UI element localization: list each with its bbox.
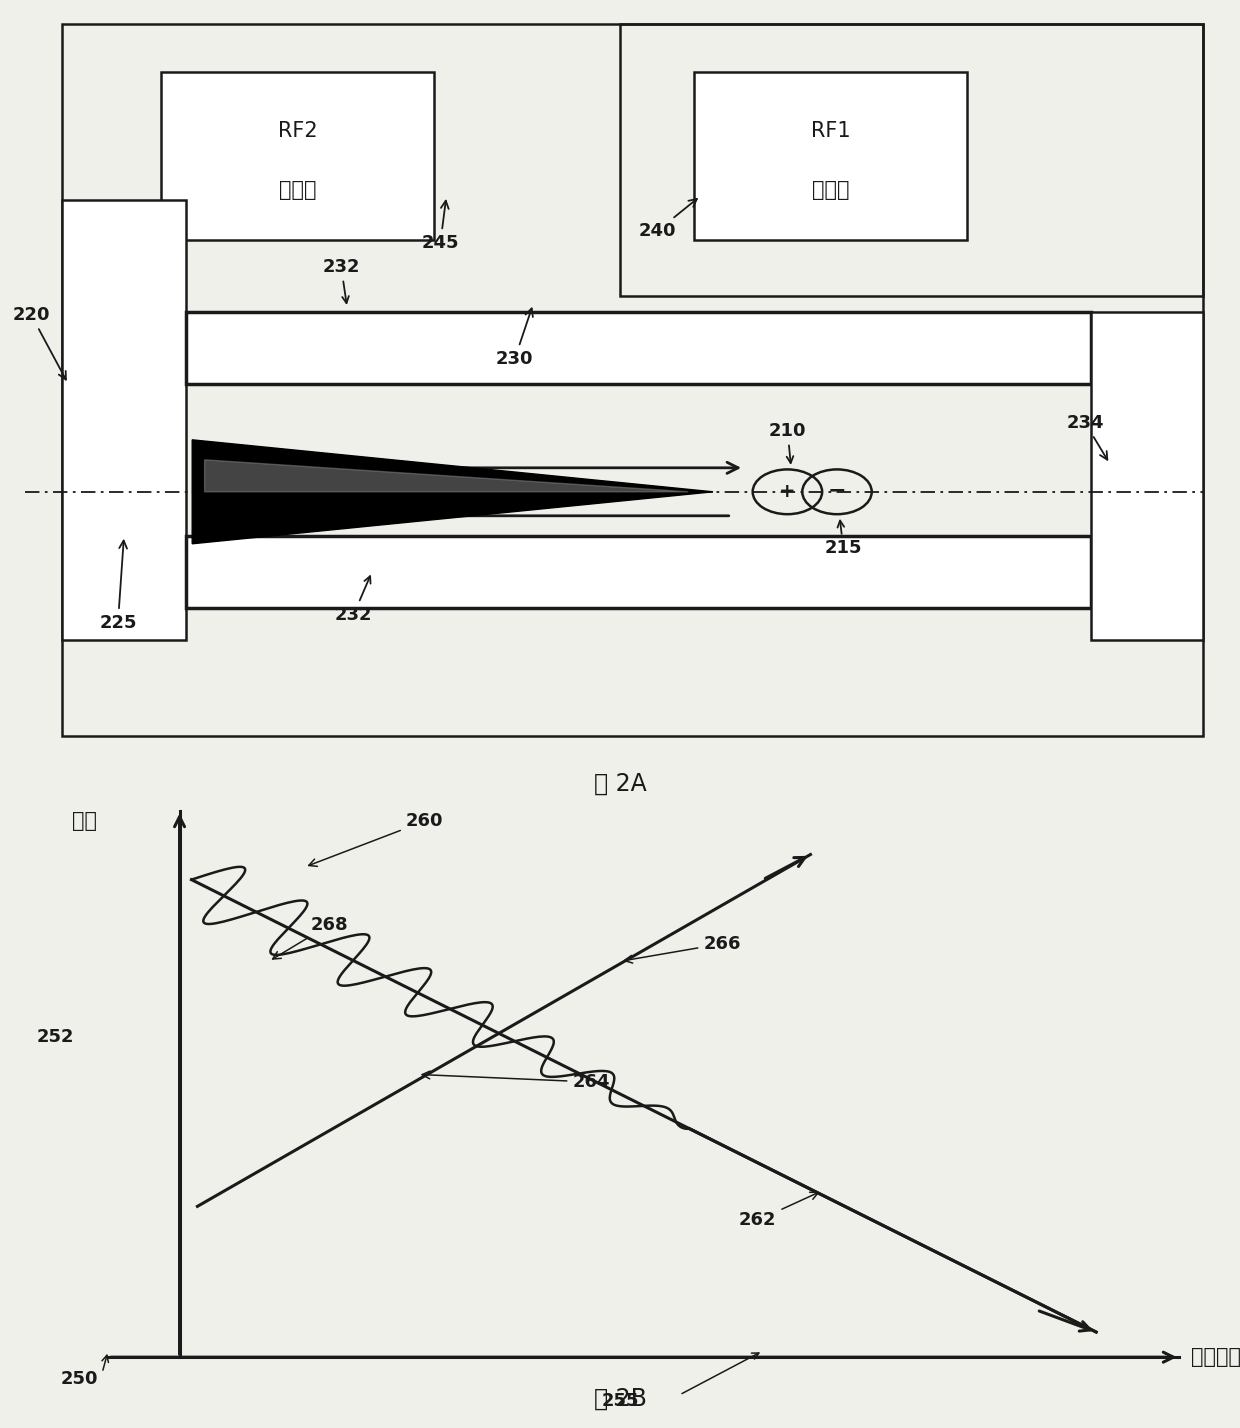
Text: 252: 252 [37,1028,74,1045]
Text: 215: 215 [825,521,862,557]
Text: 264: 264 [422,1071,610,1091]
Text: −: − [827,480,847,500]
Polygon shape [192,440,713,491]
Bar [1091,311,1203,640]
Text: 225: 225 [99,541,136,631]
Text: 260: 260 [309,813,443,867]
Text: 图 2B: 图 2B [594,1387,646,1411]
Text: 245: 245 [422,201,459,251]
Polygon shape [205,460,688,491]
Text: 250: 250 [61,1369,98,1388]
Bar [186,311,1091,384]
Bar [620,24,1203,296]
Text: 232: 232 [322,258,360,303]
Text: 255: 255 [601,1392,639,1411]
Text: 234: 234 [1066,414,1107,460]
Text: 230: 230 [496,308,533,368]
Bar [62,24,1203,735]
Text: 时间: 时间 [72,811,97,831]
Bar [161,71,434,240]
Polygon shape [192,491,713,544]
Text: +: + [779,483,796,501]
Text: 262: 262 [739,1192,818,1230]
Text: 电压源: 电压源 [279,180,316,200]
Bar [62,200,186,640]
Text: 轴向距离: 轴向距离 [1192,1347,1240,1367]
Text: 240: 240 [639,198,697,240]
Text: 图 2A: 图 2A [594,771,646,795]
Text: 266: 266 [625,935,740,962]
Text: RF1: RF1 [811,121,851,141]
Text: 268: 268 [273,915,348,960]
Text: RF2: RF2 [278,121,317,141]
Text: 电压源: 电压源 [812,180,849,200]
Bar [694,71,967,240]
Text: 220: 220 [12,306,66,380]
Text: 210: 210 [769,421,806,463]
Text: 232: 232 [335,575,372,624]
Bar [186,536,1091,608]
